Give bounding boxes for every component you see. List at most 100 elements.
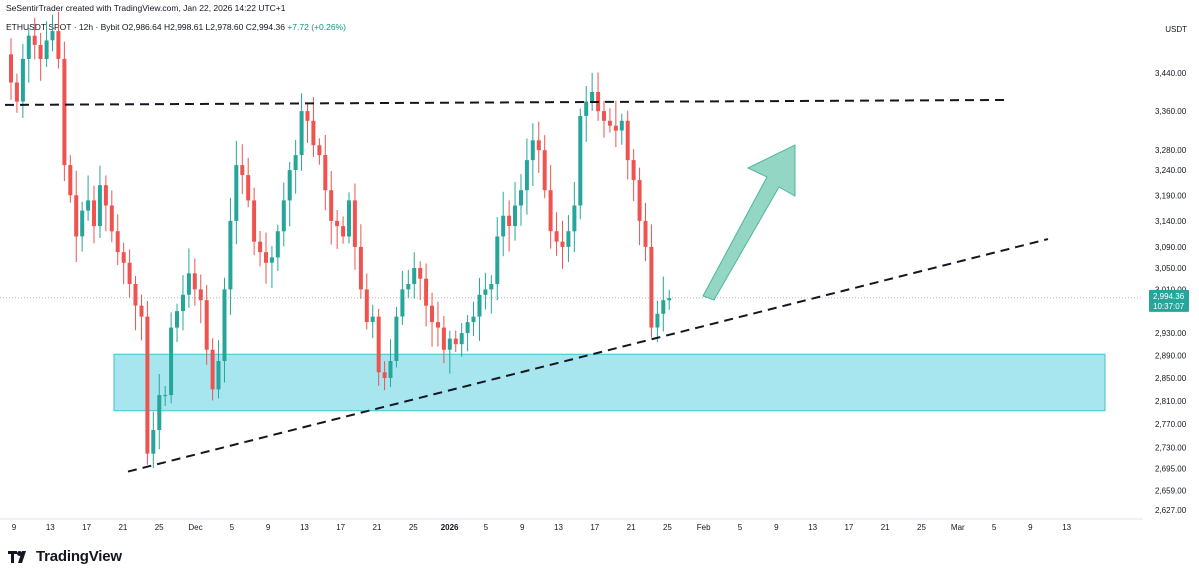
x-tick-label: 17: [844, 523, 853, 532]
candle-body: [613, 125, 618, 131]
x-tick-label: 13: [300, 523, 309, 532]
y-tick-label: 3,440.00: [1155, 69, 1187, 78]
y-tick-label: 3,360.00: [1155, 107, 1187, 116]
candle-countdown: 10:37:07: [1153, 302, 1185, 311]
x-tick-label: 17: [336, 523, 345, 532]
y-tick-label: 2,627.00: [1155, 506, 1187, 515]
x-tick-label: 9: [1028, 523, 1033, 532]
candle-body: [228, 220, 233, 290]
candle-body: [246, 175, 251, 201]
candle-body: [80, 210, 85, 237]
candle-body: [56, 31, 61, 59]
candle-body: [97, 185, 102, 227]
symbol-name[interactable]: ETHUSDT SPOT · 12h · Bybit: [6, 22, 120, 32]
x-tick-label: 5: [992, 523, 997, 532]
candle-body: [92, 200, 96, 227]
candle-body: [554, 231, 559, 242]
x-tick-label: 13: [808, 523, 817, 532]
x-tick-label: 25: [663, 523, 672, 532]
candle-body: [103, 185, 108, 206]
resistance-line[interactable]: [4, 98, 1011, 106]
candle-body: [572, 205, 577, 232]
candle-body: [436, 322, 440, 328]
candle-body: [269, 257, 274, 263]
y-tick-label: 3,240.00: [1155, 166, 1187, 175]
candle-body: [418, 268, 423, 279]
candle-body: [50, 31, 55, 41]
candle-body: [394, 316, 399, 361]
candle-body: [133, 284, 138, 306]
candle-body: [376, 316, 381, 373]
tradingview-mark-icon: [8, 550, 26, 563]
candle-body: [655, 313, 660, 328]
candle-body: [14, 82, 19, 102]
candle-body: [234, 165, 239, 221]
y-tick-label: 2,770.00: [1155, 420, 1187, 429]
candle-body: [507, 215, 512, 226]
candle-body: [459, 333, 464, 345]
candle-body: [9, 54, 13, 83]
y-tick-label: 3,140.00: [1155, 217, 1187, 226]
candle-body: [513, 205, 517, 227]
candle-body: [548, 190, 553, 232]
candle-body: [145, 316, 150, 454]
candle-body: [151, 430, 156, 454]
candle-body: [26, 35, 31, 59]
candle-body: [584, 101, 589, 116]
support-trendline[interactable]: [127, 238, 1049, 473]
candle-body: [649, 246, 654, 328]
x-tick-label: 9: [774, 523, 779, 532]
candle-body: [519, 190, 523, 206]
candle-body: [287, 170, 292, 201]
last-price-value: 2,994.36: [1153, 292, 1185, 301]
x-tick-label: 21: [373, 523, 382, 532]
tradingview-logo: TradingView: [8, 548, 122, 565]
candle-body: [441, 327, 446, 350]
last-price-badge: [1149, 289, 1189, 312]
candle-body: [305, 111, 310, 121]
candle-body: [210, 349, 215, 390]
candle-body: [453, 338, 458, 345]
candle-body: [186, 273, 191, 295]
candle-body: [240, 165, 245, 176]
candle-body: [358, 246, 363, 290]
y-tick-label: 2,659.00: [1155, 486, 1187, 495]
candle-body: [175, 311, 179, 328]
x-tick-label: 5: [230, 523, 235, 532]
candle-body: [566, 231, 571, 247]
candle-body: [424, 278, 429, 306]
candle-body: [477, 294, 482, 317]
x-tick-label: 9: [12, 523, 17, 532]
candle-body: [406, 284, 411, 290]
y-tick-label: 2,850.00: [1155, 374, 1187, 383]
y-tick-label: 2,695.00: [1155, 465, 1187, 474]
x-tick-label: 9: [266, 523, 271, 532]
candle-body: [222, 289, 227, 361]
y-tick-label: 2,890.00: [1155, 351, 1187, 360]
candle-body: [258, 241, 263, 253]
candle-body: [204, 300, 209, 350]
candle-body: [216, 361, 221, 390]
support-zone[interactable]: [113, 353, 1106, 412]
candle-body: [619, 120, 624, 131]
x-tick-label: Dec: [188, 523, 202, 532]
x-tick-label: 13: [46, 523, 55, 532]
candle-body: [483, 289, 488, 295]
y-tick-label: 3,050.00: [1155, 264, 1187, 273]
candle-body: [20, 58, 25, 102]
candle-body: [68, 165, 73, 196]
candle-body: [364, 289, 369, 322]
x-tick-label: 5: [484, 523, 489, 532]
x-tick-label: 17: [82, 523, 91, 532]
candle-body: [602, 111, 606, 121]
candle-body: [524, 160, 529, 191]
up-arrow[interactable]: [702, 144, 796, 301]
candle-body: [667, 298, 672, 301]
y-tick-label: 3,090.00: [1155, 243, 1187, 252]
candle-body: [264, 252, 268, 263]
candle-body: [400, 289, 405, 317]
candle-body: [560, 241, 565, 247]
candle-body: [471, 316, 476, 323]
candle-body: [347, 200, 351, 237]
